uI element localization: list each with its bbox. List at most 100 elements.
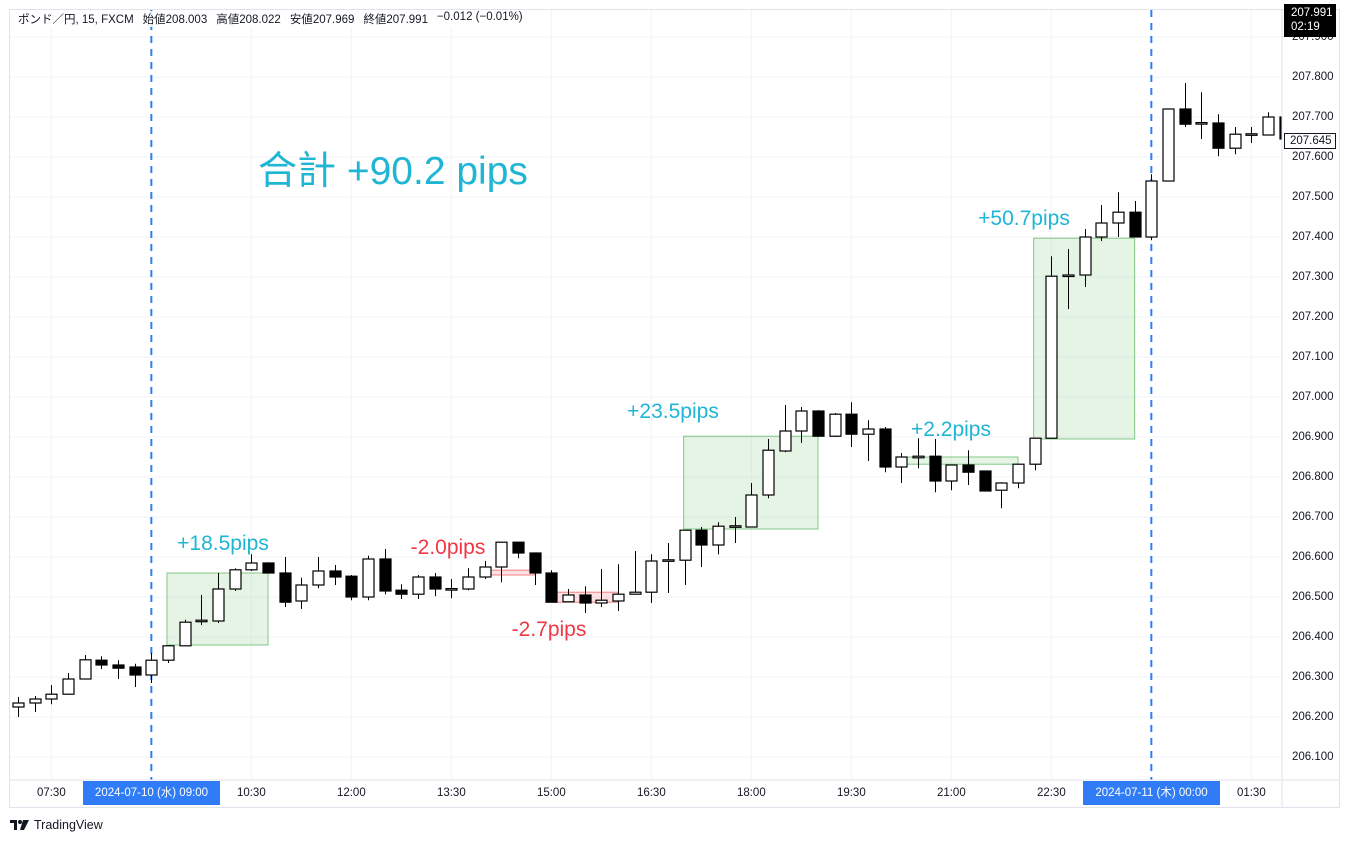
candle-body	[1229, 133, 1242, 149]
time-marker-start: 2024-07-10 (水) 09:00	[83, 781, 220, 805]
vertical-markers	[150, 10, 1153, 780]
candle	[645, 554, 658, 603]
candle	[679, 529, 692, 585]
candle-body	[412, 576, 425, 595]
candle-body	[1012, 463, 1025, 484]
candle	[479, 561, 492, 579]
candle	[79, 655, 92, 680]
price-tick-label: 207.500	[1292, 191, 1334, 203]
price-tick-label: 207.400	[1292, 231, 1334, 243]
candle-body	[112, 664, 125, 669]
candle	[795, 407, 808, 443]
price-tick-label: 206.700	[1292, 511, 1334, 523]
candle-body	[979, 470, 992, 492]
candle	[812, 410, 825, 437]
price-tick-label: 207.200	[1292, 311, 1334, 323]
candle	[829, 413, 842, 437]
candle-body	[29, 698, 42, 704]
candle	[845, 402, 858, 447]
time-tick-label: 12:00	[336, 787, 366, 799]
price-tick-label: 206.500	[1292, 591, 1334, 603]
candle-body	[1112, 211, 1125, 224]
candle	[695, 527, 708, 567]
candle-body	[1245, 133, 1258, 136]
candle	[162, 645, 175, 663]
pips-label: +50.7pips	[978, 207, 1070, 230]
price-tick-label: 207.100	[1292, 351, 1334, 363]
candle-body	[562, 594, 575, 603]
candle	[362, 555, 375, 601]
price-tick-label: 207.000	[1292, 391, 1334, 403]
candle-body	[629, 591, 642, 595]
candle	[1145, 174, 1158, 241]
candle-body	[479, 566, 492, 578]
candle-body	[245, 562, 258, 571]
candle-body	[1045, 275, 1058, 439]
candle	[612, 564, 625, 611]
candle	[245, 554, 258, 571]
candle	[1262, 112, 1275, 136]
candle-body	[745, 494, 758, 528]
candle-body	[229, 569, 242, 590]
candle-body	[512, 541, 525, 554]
candle	[962, 450, 975, 485]
close-label: 終値	[363, 14, 387, 26]
low-value: 207.969	[312, 14, 355, 26]
candle	[579, 586, 592, 613]
candle	[512, 541, 525, 559]
candle-body	[995, 482, 1008, 491]
candle-body	[829, 413, 842, 437]
candle	[1045, 256, 1058, 439]
candle-body	[62, 678, 75, 695]
candle	[595, 569, 608, 607]
candle	[562, 589, 575, 603]
candle-body	[129, 666, 142, 676]
candle-body	[579, 594, 592, 604]
current-price-label: 207.645	[1284, 133, 1336, 149]
candle	[45, 685, 58, 705]
grid	[10, 10, 1282, 780]
candle-body	[695, 529, 708, 546]
candle-body	[1162, 108, 1175, 182]
candle	[1079, 229, 1092, 287]
symbol-name[interactable]: ポンド／円, 15, FXCM	[18, 14, 134, 26]
close-value: 207.991	[386, 14, 428, 26]
candle-body	[212, 588, 225, 622]
time-tick-label: 10:30	[236, 787, 266, 799]
candle	[1179, 83, 1192, 127]
candle-body	[295, 584, 308, 602]
time-tick-label: 21:00	[936, 787, 966, 799]
candle	[912, 438, 925, 469]
candle-body	[1179, 108, 1192, 125]
high-value: 208.022	[239, 14, 281, 26]
candle	[1012, 463, 1025, 489]
candle-body	[779, 430, 792, 452]
candle-body	[1262, 116, 1275, 136]
candle-body	[1129, 211, 1142, 238]
candle-body	[1062, 274, 1075, 278]
candle-body	[729, 525, 742, 528]
candle-body	[645, 560, 658, 593]
tradingview-logo[interactable]: TradingView	[10, 818, 103, 832]
candle-body	[1279, 116, 1282, 140]
price-tick-label: 206.100	[1292, 751, 1334, 763]
candle	[412, 575, 425, 599]
candle	[29, 696, 42, 712]
candle-body	[345, 575, 358, 598]
candle	[395, 584, 408, 599]
candle-body	[162, 645, 175, 661]
candle-body	[145, 659, 158, 676]
candle	[279, 557, 292, 607]
price-tick-label: 206.900	[1292, 431, 1334, 443]
open-value: 208.003	[165, 14, 208, 26]
candle	[95, 656, 108, 669]
candles	[12, 83, 1282, 717]
change-value: −0.012 (−0.01%)	[436, 11, 523, 23]
candle	[1195, 92, 1208, 139]
candle-body	[45, 693, 58, 700]
candle-body	[1212, 122, 1225, 149]
candle-body	[462, 576, 475, 590]
candle	[212, 573, 225, 623]
candle	[545, 570, 558, 603]
